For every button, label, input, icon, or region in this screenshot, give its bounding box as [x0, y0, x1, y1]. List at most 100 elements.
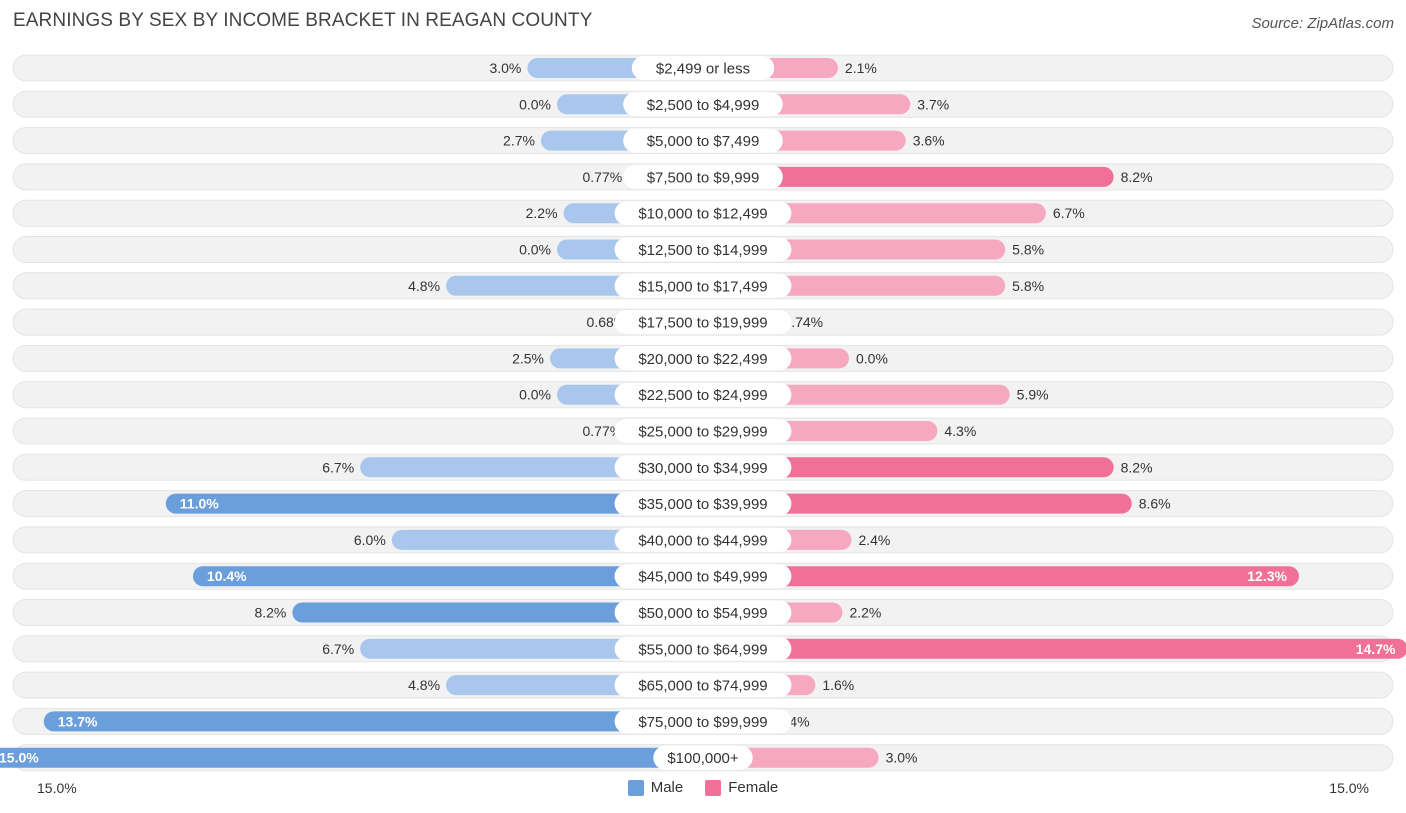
category-pill	[614, 673, 792, 698]
category-label: $17,500 to $19,999	[638, 315, 767, 332]
category-label: $22,500 to $24,999	[638, 387, 767, 404]
value-label-male: 0.77%	[582, 169, 622, 185]
category-label: $65,000 to $74,999	[638, 678, 767, 695]
category-label: $2,500 to $4,999	[647, 97, 760, 114]
value-label-male: 4.8%	[408, 677, 440, 693]
category-pill	[623, 164, 783, 189]
value-label-female: 3.7%	[917, 96, 949, 112]
value-label-male: 11.0%	[180, 496, 219, 512]
value-label-female: 0.74%	[783, 314, 823, 330]
bar-female	[703, 566, 1299, 587]
category-label: $2,499 or less	[656, 61, 750, 78]
bar-male	[192, 566, 704, 587]
value-label-female: 6.7%	[1053, 205, 1085, 221]
category-pill	[614, 455, 792, 480]
category-pill	[623, 128, 783, 153]
value-label-female: 2.4%	[858, 532, 890, 548]
category-pill	[614, 709, 792, 734]
value-label-male: 10.4%	[207, 568, 247, 584]
value-label-female: 8.2%	[1121, 169, 1153, 185]
value-label-female: 12.3%	[1247, 568, 1287, 584]
category-pill	[614, 310, 792, 335]
value-label-male: 0.77%	[582, 423, 622, 439]
category-label: $75,000 to $99,999	[638, 714, 767, 731]
value-label-male: 8.2%	[254, 605, 286, 621]
value-label-male: 2.5%	[512, 350, 544, 366]
category-pill	[614, 419, 792, 443]
category-pill	[614, 636, 792, 661]
value-label-female: 5.8%	[1012, 242, 1044, 258]
legend-swatch-male	[627, 779, 644, 796]
bar-female	[703, 457, 1114, 478]
source-label: Source: ZipAtlas.com	[1251, 15, 1394, 32]
category-label: $7,500 to $9,999	[647, 169, 760, 186]
category-pill	[614, 491, 792, 516]
legend-item-female[interactable]: Female	[705, 779, 778, 796]
axis-right-label: 15.0%	[1329, 780, 1369, 796]
axis-left-label: 15.0%	[37, 780, 77, 796]
value-label-female: 5.8%	[1012, 278, 1044, 294]
category-label: $55,000 to $64,999	[638, 641, 767, 658]
bar-male	[0, 747, 703, 768]
value-label-female: 3.6%	[913, 133, 945, 149]
bar-male	[165, 493, 704, 514]
value-label-male: 15.0%	[0, 750, 39, 766]
value-label-female: 2.2%	[849, 605, 881, 621]
category-pill	[614, 273, 792, 298]
legend-label-male: Male	[650, 779, 684, 796]
category-pill	[614, 564, 792, 589]
value-label-female: 2.1%	[845, 60, 877, 76]
value-label-male: 3.0%	[489, 60, 521, 76]
category-label: $15,000 to $17,499	[638, 278, 767, 295]
legend: Male Female	[0, 779, 1406, 796]
value-label-female: 4.3%	[944, 423, 976, 439]
category-label: $50,000 to $54,999	[638, 605, 767, 622]
category-pill	[653, 745, 753, 770]
category-label: $30,000 to $34,999	[638, 460, 767, 477]
bar-female	[703, 638, 1406, 659]
category-pill	[614, 237, 792, 262]
value-label-male: 13.7%	[58, 713, 98, 729]
value-label-male: 6.0%	[354, 532, 386, 548]
category-label: $12,500 to $14,999	[638, 242, 767, 259]
value-label-female: 14.7%	[1356, 641, 1396, 657]
category-pill	[614, 201, 792, 226]
category-label: $100,000+	[667, 750, 739, 767]
value-label-male: 2.7%	[503, 133, 535, 149]
category-pill	[614, 346, 792, 371]
bar-male	[292, 602, 703, 623]
category-pill	[614, 600, 792, 625]
category-label: $5,000 to $7,499	[647, 133, 760, 150]
legend-label-female: Female	[728, 779, 779, 796]
value-label-male: 0.0%	[519, 242, 551, 258]
bar-female	[703, 166, 1114, 187]
value-label-female: 8.2%	[1121, 459, 1153, 475]
value-label-male: 4.8%	[408, 278, 440, 294]
category-pill	[614, 382, 792, 407]
category-label: $25,000 to $29,999	[638, 424, 767, 441]
value-label-male: 6.7%	[322, 641, 354, 657]
category-label: $40,000 to $44,999	[638, 532, 767, 549]
value-label-female: 0.0%	[856, 350, 888, 366]
bar-female	[703, 493, 1132, 514]
category-label: $20,000 to $22,499	[638, 351, 767, 368]
category-pill	[623, 92, 783, 117]
value-label-male: 0.0%	[519, 96, 551, 112]
chart-title: EARNINGS BY SEX BY INCOME BRACKET IN REA…	[13, 10, 593, 31]
value-label-male: 0.0%	[519, 387, 551, 403]
value-label-female: 1.6%	[822, 677, 854, 693]
value-label-male: 2.2%	[526, 205, 558, 221]
category-label: $45,000 to $49,999	[638, 569, 767, 586]
category-label: $35,000 to $39,999	[638, 496, 767, 513]
legend-swatch-female	[705, 779, 722, 796]
value-label-male: 6.7%	[322, 459, 354, 475]
bar-male	[43, 711, 703, 732]
category-label: $10,000 to $12,499	[638, 206, 767, 223]
legend-item-male[interactable]: Male	[627, 779, 684, 796]
category-pill	[614, 527, 792, 552]
value-label-female: 5.9%	[1017, 387, 1049, 403]
value-label-female: 8.6%	[1139, 496, 1171, 512]
category-pill	[631, 56, 775, 80]
value-label-female: 3.0%	[886, 750, 918, 766]
